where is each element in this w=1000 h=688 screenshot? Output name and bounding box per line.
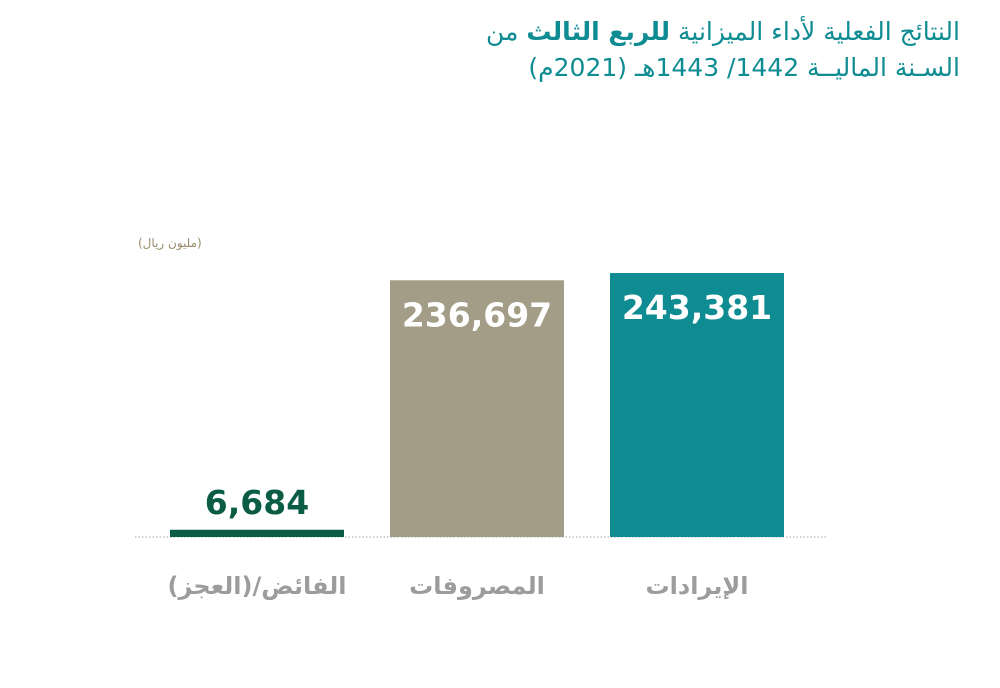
category-label-expenses: المصروفات: [409, 572, 545, 600]
title-line-1: النتائج الفعلية لأداء الميزانية للربع ال…: [486, 14, 960, 50]
bar-surplus: [170, 529, 344, 537]
title-bold-part: للربع الثالث: [526, 17, 671, 46]
title-part-2: من: [485, 17, 519, 46]
bar-expenses: [390, 280, 564, 537]
value-label-expenses: 236,697: [402, 295, 552, 334]
bar-revenue: [610, 273, 784, 537]
unit-label: (مليون ريال): [138, 236, 202, 250]
title-line-2: السـنة الماليــة 1442/ 1443هـ (2021م): [528, 53, 960, 82]
category-label-revenue: الإيرادات: [646, 572, 749, 600]
value-label-surplus: 6,684: [205, 483, 309, 522]
value-label-revenue: 243,381: [622, 288, 772, 327]
chart-title: النتائج الفعلية لأداء الميزانية للربع ال…: [486, 14, 960, 86]
category-label-surplus: الفائض/(العجز): [168, 572, 347, 600]
title-part-1: النتائج الفعلية لأداء الميزانية: [678, 17, 960, 46]
